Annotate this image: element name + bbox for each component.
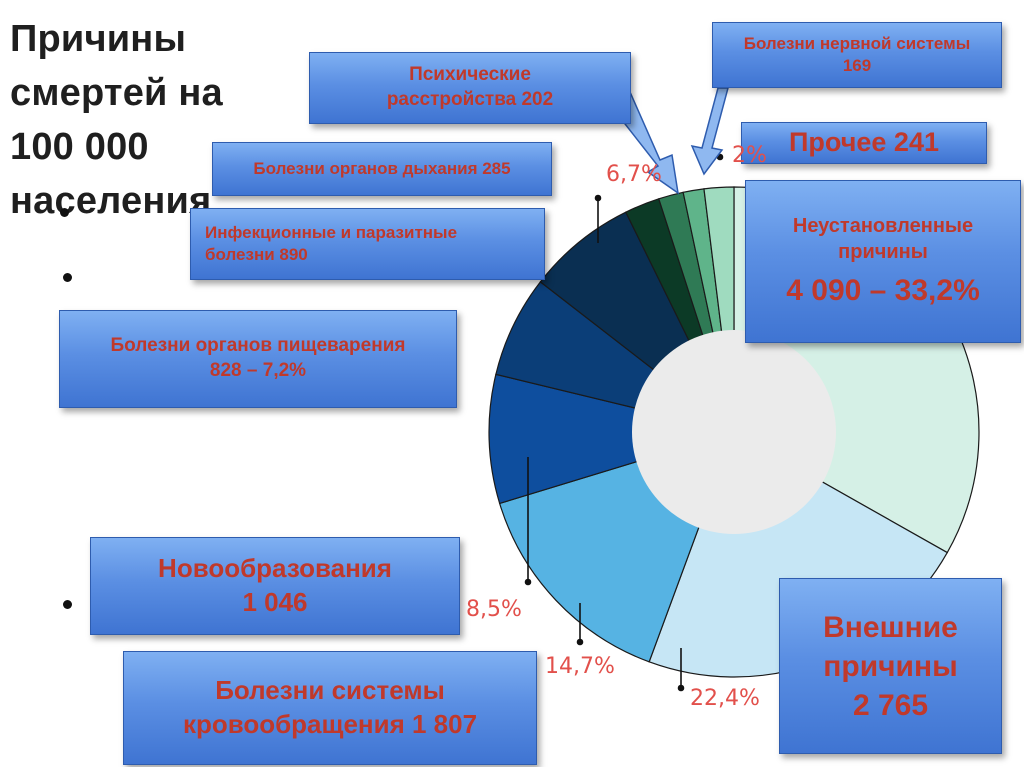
callout-unknown-line1: Неустановленные xyxy=(792,215,974,237)
callout-digestive-line2: 828 – 7,2% xyxy=(209,360,307,381)
callout-unknown-line2: причины xyxy=(838,241,928,263)
pointer-dot xyxy=(576,638,584,646)
callout-circulatory-line2: кровообращения 1 807 xyxy=(182,709,478,739)
callout-mental-text: Психические расстройства 202 xyxy=(386,64,554,110)
callout-other-text: Прочее 241 xyxy=(789,127,939,158)
callout-unknown: Неустановленные причины 4 090 – 33,2% xyxy=(745,180,1021,343)
callout-neoplasms-line2: 1 046 xyxy=(242,587,308,617)
percent-label-respiratory: 6,7% xyxy=(606,162,662,187)
callout-respiratory-text: Болезни органов дыхания 285 xyxy=(253,158,511,178)
callout-nervous: Болезни нервной системы 169 xyxy=(712,22,1002,88)
pointer-dot xyxy=(594,194,602,202)
percent-label-circulatory: 14,7% xyxy=(545,654,615,679)
pointer-dot xyxy=(677,684,685,692)
percent-label-external: 22,4% xyxy=(690,686,760,711)
callout-circulatory-line1: Болезни системы xyxy=(215,675,445,706)
callout-digestive-line1: Болезни органов пищеварения xyxy=(110,335,406,357)
percent-label-neoplasms: 8,5% xyxy=(466,597,522,622)
callout-unknown-value: 4 090 – 33,2% xyxy=(786,274,980,307)
callout-pointers xyxy=(524,153,724,692)
donut-slice-3 xyxy=(488,373,737,505)
donut-hole xyxy=(632,330,836,534)
page-title: Причины смертей на 100 000 населения xyxy=(10,18,223,222)
bullet-dot xyxy=(63,273,72,282)
bullet-dot xyxy=(63,600,72,609)
callout-external-line1: Внешние xyxy=(823,610,958,644)
callout-digestive: Болезни органов пищеварения 828 – 7,2% xyxy=(59,310,457,408)
callout-mental: Психические расстройства 202 xyxy=(309,52,631,124)
callout-external: Внешние причины 2 765 xyxy=(779,578,1002,754)
pointer-dot xyxy=(524,578,532,586)
percent-label-other: 2% xyxy=(732,143,767,168)
callout-external-line3: 2 765 xyxy=(852,688,929,722)
callout-external-line2: причины xyxy=(823,649,958,683)
callout-neoplasms: Новообразования 1 046 xyxy=(90,537,460,635)
arrow-nervous xyxy=(690,87,729,176)
callout-circulatory: Болезни системы кровообращения 1 807 xyxy=(123,651,537,765)
bullet-dot xyxy=(60,208,69,217)
callout-neoplasms-line1: Новообразования xyxy=(158,553,392,584)
callout-arrows xyxy=(598,87,729,195)
arrow-mental xyxy=(598,91,680,195)
callout-infectious: Инфекционные и паразитные болезни 890 xyxy=(190,208,545,280)
callout-other: Прочее 241 xyxy=(741,122,987,164)
callout-nervous-text: Болезни нервной системы 169 xyxy=(743,33,971,75)
callout-respiratory: Болезни органов дыхания 285 xyxy=(212,142,552,196)
callout-infectious-text: Инфекционные и паразитные болезни 890 xyxy=(205,222,458,264)
